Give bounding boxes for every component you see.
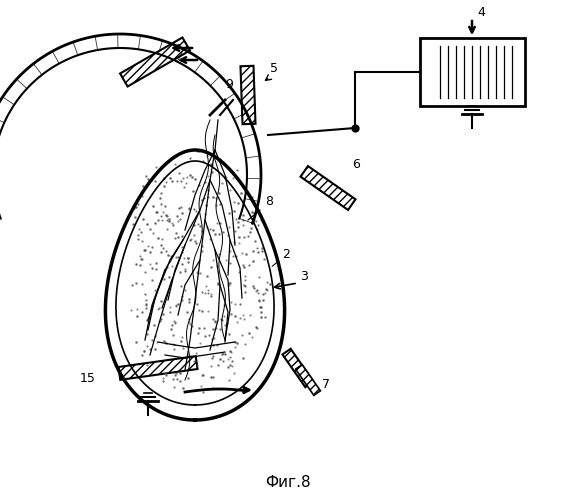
- Polygon shape: [118, 356, 198, 380]
- Text: 15: 15: [80, 372, 96, 385]
- Text: 2: 2: [282, 248, 290, 261]
- Text: 7: 7: [322, 378, 330, 391]
- Polygon shape: [296, 364, 320, 396]
- Text: Фиг.8: Фиг.8: [265, 475, 311, 490]
- Polygon shape: [301, 166, 355, 210]
- Polygon shape: [282, 348, 313, 388]
- Text: 8: 8: [265, 195, 273, 208]
- Text: 3: 3: [300, 270, 308, 283]
- Polygon shape: [240, 66, 255, 124]
- Bar: [420, 38, 525, 106]
- Text: 4: 4: [477, 6, 485, 19]
- Text: 9: 9: [225, 78, 233, 91]
- Text: 6: 6: [352, 158, 360, 171]
- Polygon shape: [120, 38, 190, 86]
- Text: 5: 5: [270, 62, 278, 75]
